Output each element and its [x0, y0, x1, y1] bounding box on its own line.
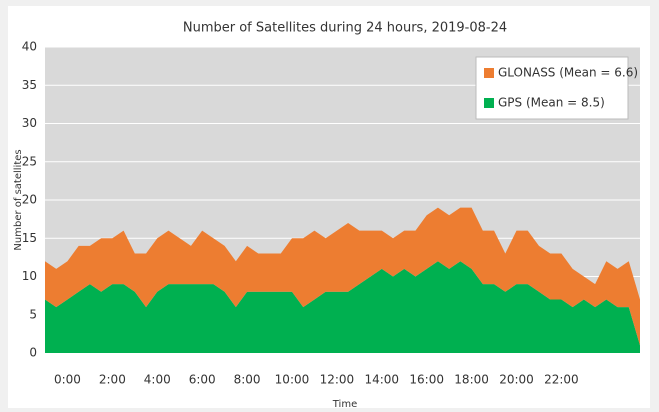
area	[45, 207, 640, 346]
x-tick-label: 20:00	[499, 373, 534, 387]
x-tick-label: 6:00	[189, 373, 216, 387]
x-axis-label: Time	[332, 399, 357, 410]
x-tick-label: 0:00	[54, 373, 81, 387]
legend: GLONASS (Mean = 6.6) GPS (Mean = 8.5)	[475, 56, 638, 120]
legend-box	[475, 56, 629, 120]
legend-swatch	[484, 98, 494, 108]
x-tick-label: 12:00	[320, 373, 355, 387]
y-tick-label: 10	[22, 269, 37, 283]
x-tick-label: 10:00	[275, 373, 310, 387]
y-tick-label: 30	[22, 116, 37, 130]
legend-swatch	[484, 68, 494, 78]
x-tick-label: 18:00	[454, 373, 489, 387]
legend-label: GPS (Mean = 8.5)	[498, 96, 605, 110]
x-tick-label: 2:00	[99, 373, 126, 387]
x-tick-label: 14:00	[364, 373, 399, 387]
y-tick-label: 15	[22, 231, 37, 245]
y-tick-label: 25	[22, 154, 37, 168]
area	[45, 261, 640, 353]
y-tick-label: 40	[22, 40, 37, 54]
y-tick-label: 0	[29, 346, 37, 360]
y-tick-label: 20	[22, 193, 37, 207]
chart-title: Number of Satellites during 24 hours, 20…	[183, 21, 507, 36]
x-tick-label: 8:00	[234, 373, 261, 387]
x-tick-label: 16:00	[409, 373, 444, 387]
x-tick-label: 4:00	[144, 373, 171, 387]
y-tick-label: 35	[22, 78, 37, 92]
legend-label: GLONASS (Mean = 6.6)	[498, 66, 638, 80]
y-tick-label: 5	[29, 307, 37, 321]
x-tick-label: 22:00	[544, 373, 579, 387]
y-axis-label: Number of satellites	[13, 149, 24, 250]
